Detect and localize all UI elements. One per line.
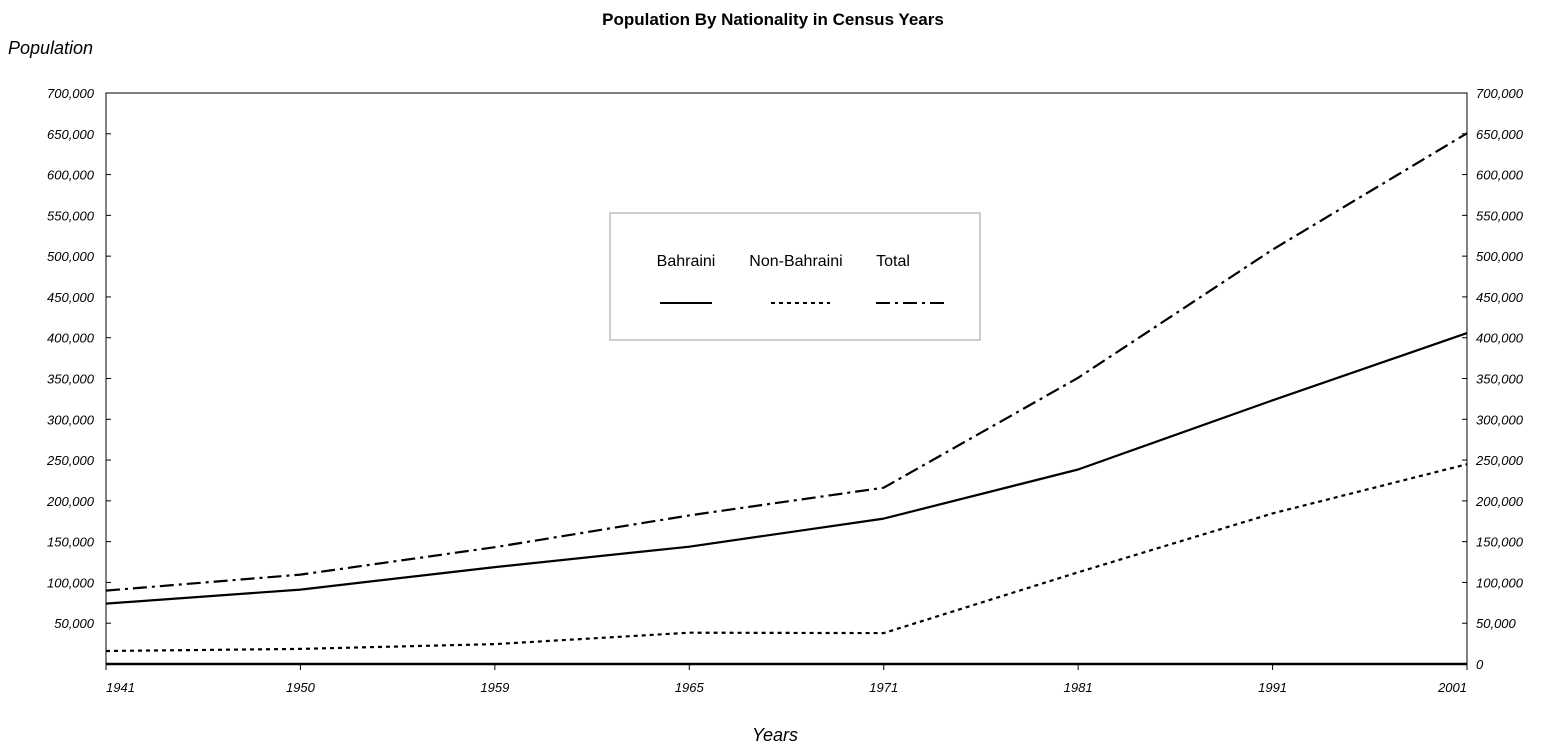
left-tick-label: 50,000 <box>54 616 95 631</box>
plot-area <box>105 92 1468 665</box>
right-tick-label: 250,000 <box>1475 453 1524 468</box>
right-tick-label: 450,000 <box>1476 290 1524 305</box>
left-tick-label: 450,000 <box>47 290 95 305</box>
left-y-axis-ticks: 700,000 650,000 600,000 550,000 500,000 450,0… <box>46 86 111 631</box>
left-tick-label: 400,000 <box>47 331 95 346</box>
x-tick-label: 1950 <box>286 680 316 695</box>
left-tick-label: 300,000 <box>47 412 95 427</box>
legend-label: Non-Bahraini <box>749 253 842 270</box>
right-tick-label: 500,000 <box>1476 249 1524 264</box>
left-tick-label: 350,000 <box>47 372 95 387</box>
x-axis-title: Years <box>752 725 798 745</box>
left-tick-label: 650,000 <box>47 127 95 142</box>
left-tick-label: 500,000 <box>47 249 95 264</box>
legend-label: Total <box>876 253 910 270</box>
x-tick-label: 1941 <box>106 680 135 695</box>
legend-label: Bahraini <box>657 253 716 270</box>
right-tick-label: 0 <box>1476 657 1484 672</box>
right-tick-label: 350,000 <box>1476 372 1524 387</box>
series-line-total <box>105 132 1468 592</box>
right-tick-label: 700,000 <box>1476 86 1524 101</box>
x-tick-label: 2001 <box>1437 680 1467 695</box>
right-tick-label: 50,000 <box>1476 616 1517 631</box>
legend: Bahraini Non-Bahraini Total <box>609 212 981 341</box>
series-line-bahraini <box>105 332 1468 605</box>
right-tick-label: 550,000 <box>1476 208 1524 223</box>
right-tick-label: 650,000 <box>1476 127 1524 142</box>
right-tick-label: 300,000 <box>1476 412 1524 427</box>
right-y-axis-ticks: 700,000 650,000 600,000 550,000 500,000 450,0… <box>1462 86 1524 672</box>
right-tick-label: 150,000 <box>1476 535 1524 550</box>
left-tick-label: 200,000 <box>46 494 95 509</box>
x-tick-label: 1981 <box>1064 680 1093 695</box>
legend-box <box>609 212 981 341</box>
left-tick-label: 700,000 <box>47 86 95 101</box>
left-tick-label: 550,000 <box>47 208 95 223</box>
series-line-non-bahraini <box>105 463 1468 653</box>
left-tick-label: 150,000 <box>47 535 95 550</box>
x-tick-label: 1971 <box>869 680 898 695</box>
left-tick-label: 600,000 <box>47 168 95 183</box>
left-tick-label: 100,000 <box>47 575 95 590</box>
x-tick-label: 1959 <box>480 680 509 695</box>
right-tick-label: 200,000 <box>1475 494 1524 509</box>
right-tick-label: 100,000 <box>1476 575 1524 590</box>
chart-title: Population By Nationality in Census Year… <box>602 10 944 29</box>
x-axis-ticks: 1941 1950 1959 1965 1971 1981 1991 2001 <box>105 664 1468 695</box>
right-tick-label: 600,000 <box>1476 168 1524 183</box>
x-tick-label: 1965 <box>675 680 705 695</box>
x-tick-label: 1991 <box>1258 680 1287 695</box>
y-axis-title: Population <box>8 38 93 58</box>
series-lines <box>105 132 1468 666</box>
left-tick-label: 250,000 <box>46 453 95 468</box>
right-tick-label: 400,000 <box>1476 331 1524 346</box>
